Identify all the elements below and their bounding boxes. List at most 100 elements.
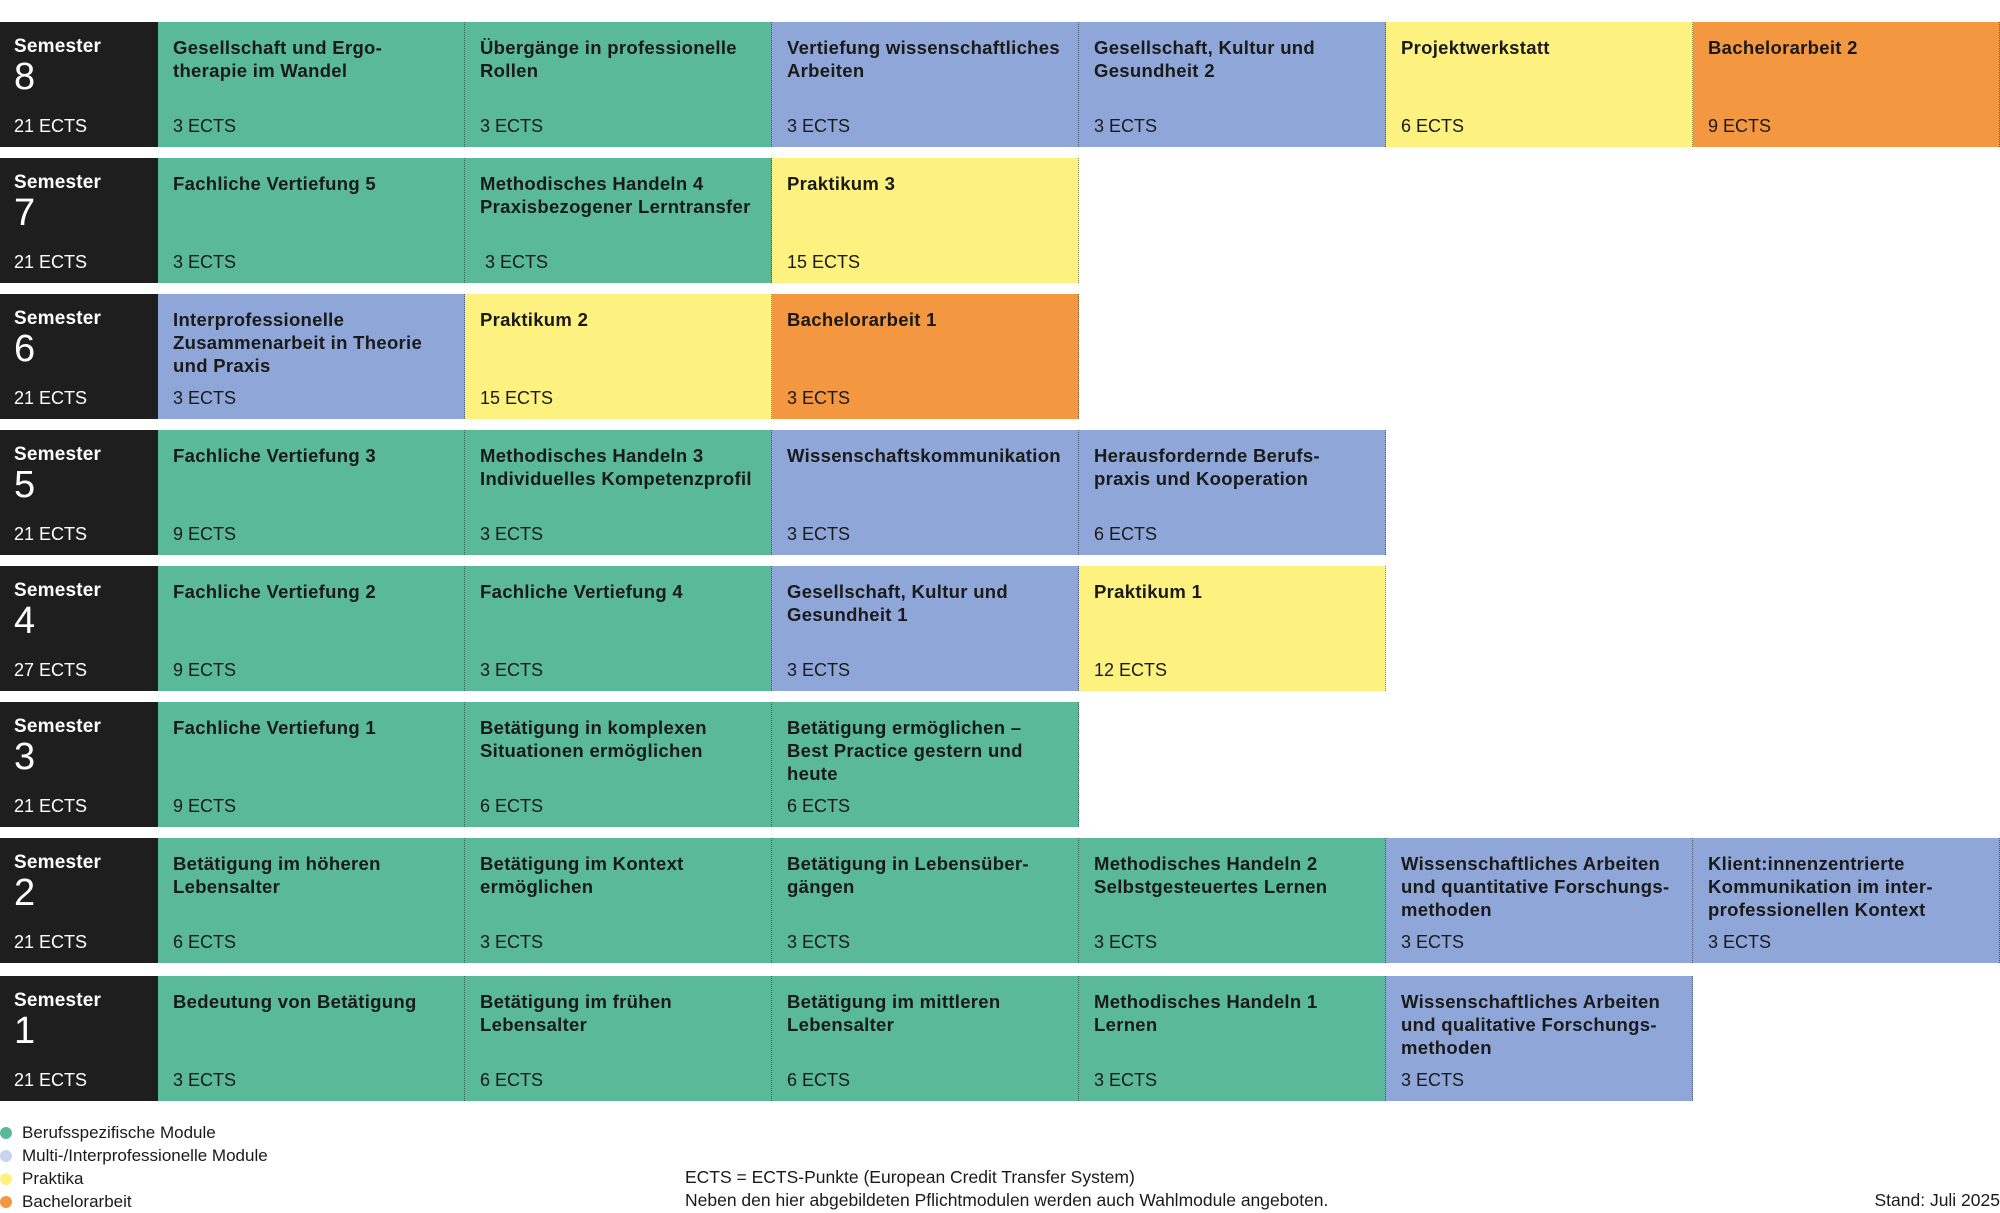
semester-label: Semester <box>14 852 102 873</box>
semester-ects: 21 ECTS <box>14 388 88 408</box>
module-ects: 3 ECTS <box>787 524 851 544</box>
module-card: Übergänge in professionelle Rollen 3 ECTS <box>465 22 772 147</box>
semester-label: Semester <box>14 36 102 57</box>
module-ects: 3 ECTS <box>1401 932 1465 952</box>
module-card: Praktikum 2 15 ECTS <box>465 294 772 419</box>
legend-dot-orange <box>0 1196 12 1208</box>
semester-number: 8 <box>14 56 36 98</box>
module-title: Bachelorarbeit 2 <box>1708 37 1858 58</box>
legend-label: Berufsspezifische Module <box>22 1123 216 1142</box>
semester-row: Semester 2 21 ECTS Betätigung im höheren Le… <box>0 838 2000 963</box>
module-card: Methodisches Handeln 1 Lernen 3 ECTS <box>1079 976 1386 1101</box>
semester-ects: 21 ECTS <box>14 252 88 272</box>
module-ects: 3 ECTS <box>1094 116 1158 136</box>
semester-ects: 21 ECTS <box>14 932 88 952</box>
semester-number: 4 <box>14 600 36 642</box>
semester-row: Semester 5 21 ECTS Fachliche Vertiefung 3 9 … <box>0 430 2000 555</box>
module-card: Bachelorarbeit 1 3 ECTS <box>772 294 1079 419</box>
semester-header: Semester 3 21 ECTS <box>0 702 158 827</box>
module-title: Praktikum 2 <box>480 309 589 330</box>
semester-label: Semester <box>14 444 102 465</box>
module-ects: 6 ECTS <box>787 796 851 816</box>
semester-ects: 21 ECTS <box>14 116 88 136</box>
module-ects: 3 ECTS <box>173 1070 237 1090</box>
semester-ects: 27 ECTS <box>14 660 88 680</box>
module-title: Gesellschaft und Ergo- therapie im Wande… <box>173 37 383 81</box>
semester-ects: 21 ECTS <box>14 796 88 816</box>
module-title: Praktikum 3 <box>787 173 896 194</box>
module-title: Gesellschaft, Kultur und Gesundheit 1 <box>787 581 1009 625</box>
module-ects: 3 ECTS <box>1708 932 1772 952</box>
module-ects: 3 ECTS <box>480 524 544 544</box>
module-ects: 6 ECTS <box>787 1070 851 1090</box>
module-ects: 6 ECTS <box>1401 116 1465 136</box>
module-ects: 3 ECTS <box>787 388 851 408</box>
module-card: Bedeutung von Betätigung 3 ECTS <box>158 976 465 1101</box>
module-ects: 3 ECTS <box>1094 1070 1158 1090</box>
module-title: Betätigung im Kontext ermöglichen <box>480 853 684 897</box>
module-ects: 9 ECTS <box>173 524 237 544</box>
module-title: Betätigung im höheren Lebensalter <box>173 853 381 897</box>
module-ects: 6 ECTS <box>480 1070 544 1090</box>
module-card: Methodisches Handeln 3 Individuelles Kom… <box>465 430 772 555</box>
module-title: Interprofessionelle Zusammenarbeit in Th… <box>173 309 423 376</box>
semester-number: 5 <box>14 464 36 506</box>
module-title: Vertiefung wissenschaftliches Arbeiten <box>787 37 1060 81</box>
module-title: Betätigung in komplexen Situationen ermö… <box>480 717 707 761</box>
module-card: Praktikum 1 12 ECTS <box>1079 566 1386 691</box>
module-title: Betätigung im mittleren Lebensalter <box>787 991 1001 1035</box>
semester-row: Semester 3 21 ECTS Fachliche Vertiefung 1 9 … <box>0 702 2000 827</box>
module-ects: 3 ECTS <box>787 660 851 680</box>
module-title: Wissenschaftliches Arbeiten und quantita… <box>1401 853 1670 920</box>
module-card: Wissenschaftliches Arbeiten und qualitat… <box>1386 976 1693 1101</box>
semester-row: Semester 1 21 ECTS Bedeutung von Betätigung… <box>0 976 2000 1101</box>
semester-label: Semester <box>14 716 102 737</box>
legend-label: Praktika <box>22 1169 84 1188</box>
module-title: Praktikum 1 <box>1094 581 1203 602</box>
module-ects: 3 ECTS <box>480 116 544 136</box>
module-title: Fachliche Vertiefung 4 <box>480 581 683 602</box>
module-title: Bedeutung von Betätigung <box>173 991 417 1012</box>
module-title: Gesellschaft, Kultur und Gesundheit 2 <box>1094 37 1316 81</box>
module-ects: 12 ECTS <box>1094 660 1168 680</box>
module-title: Betätigung im frühen Lebensalter <box>480 991 673 1035</box>
module-card: Methodisches Handeln 2 Selbstgesteuertes… <box>1079 838 1386 963</box>
legend-item-bachelorarbeit: Bachelorarbeit <box>0 1190 268 1213</box>
semester-number: 1 <box>14 1010 36 1052</box>
legend-item-berufsspezifisch: Berufsspezifische Module <box>0 1121 268 1144</box>
module-card: Betätigung im Kontext ermöglichen 3 ECTS <box>465 838 772 963</box>
module-title: Methodisches Handeln 2 Selbstgesteuertes… <box>1094 853 1328 897</box>
module-card: Betätigung im frühen Lebensalter 6 ECTS <box>465 976 772 1101</box>
module-card: Fachliche Vertiefung 4 3 ECTS <box>465 566 772 691</box>
module-ects: 3 ECTS <box>480 660 544 680</box>
module-title: Fachliche Vertiefung 2 <box>173 581 376 602</box>
semester-label: Semester <box>14 308 102 329</box>
module-card: Betätigung ermöglichen – Best Practice g… <box>772 702 1079 827</box>
module-card: Fachliche Vertiefung 1 9 ECTS <box>158 702 465 827</box>
module-card: Fachliche Vertiefung 5 3 ECTS <box>158 158 465 283</box>
module-ects: 3 ECTS <box>1094 932 1158 952</box>
module-title: Fachliche Vertiefung 1 <box>173 717 376 738</box>
module-ects: 3 ECTS <box>787 932 851 952</box>
legend-label: Multi-/Interprofessionelle Module <box>22 1146 268 1165</box>
semester-header: Semester 2 21 ECTS <box>0 838 158 963</box>
module-card: Wissenschaftliches Arbeiten und quantita… <box>1386 838 1693 963</box>
module-ects: 3 ECTS <box>480 252 549 272</box>
module-title: Methodisches Handeln 4 Praxisbezogener L… <box>480 173 751 217</box>
module-card: Vertiefung wissenschaftliches Arbeiten 3 … <box>772 22 1079 147</box>
module-card: Methodisches Handeln 4 Praxisbezogener L… <box>465 158 772 283</box>
module-card: Fachliche Vertiefung 3 9 ECTS <box>158 430 465 555</box>
semester-header: Semester 7 21 ECTS <box>0 158 158 283</box>
module-title: Herausfordernde Berufs- praxis und Koope… <box>1094 445 1320 489</box>
module-card: Praktikum 3 15 ECTS <box>772 158 1079 283</box>
module-ects: 15 ECTS <box>480 388 554 408</box>
module-ects: 3 ECTS <box>173 252 237 272</box>
semester-row: Semester 7 21 ECTS Fachliche Vertiefung 5 3 … <box>0 158 2000 283</box>
semester-number: 7 <box>14 192 36 234</box>
module-title: Methodisches Handeln 1 Lernen <box>1094 991 1318 1035</box>
semester-number: 3 <box>14 736 36 778</box>
semester-ects: 21 ECTS <box>14 1070 88 1090</box>
module-card: Klient:innenzentrierte Kommunikation im … <box>1693 838 2000 963</box>
module-ects: 9 ECTS <box>173 660 237 680</box>
